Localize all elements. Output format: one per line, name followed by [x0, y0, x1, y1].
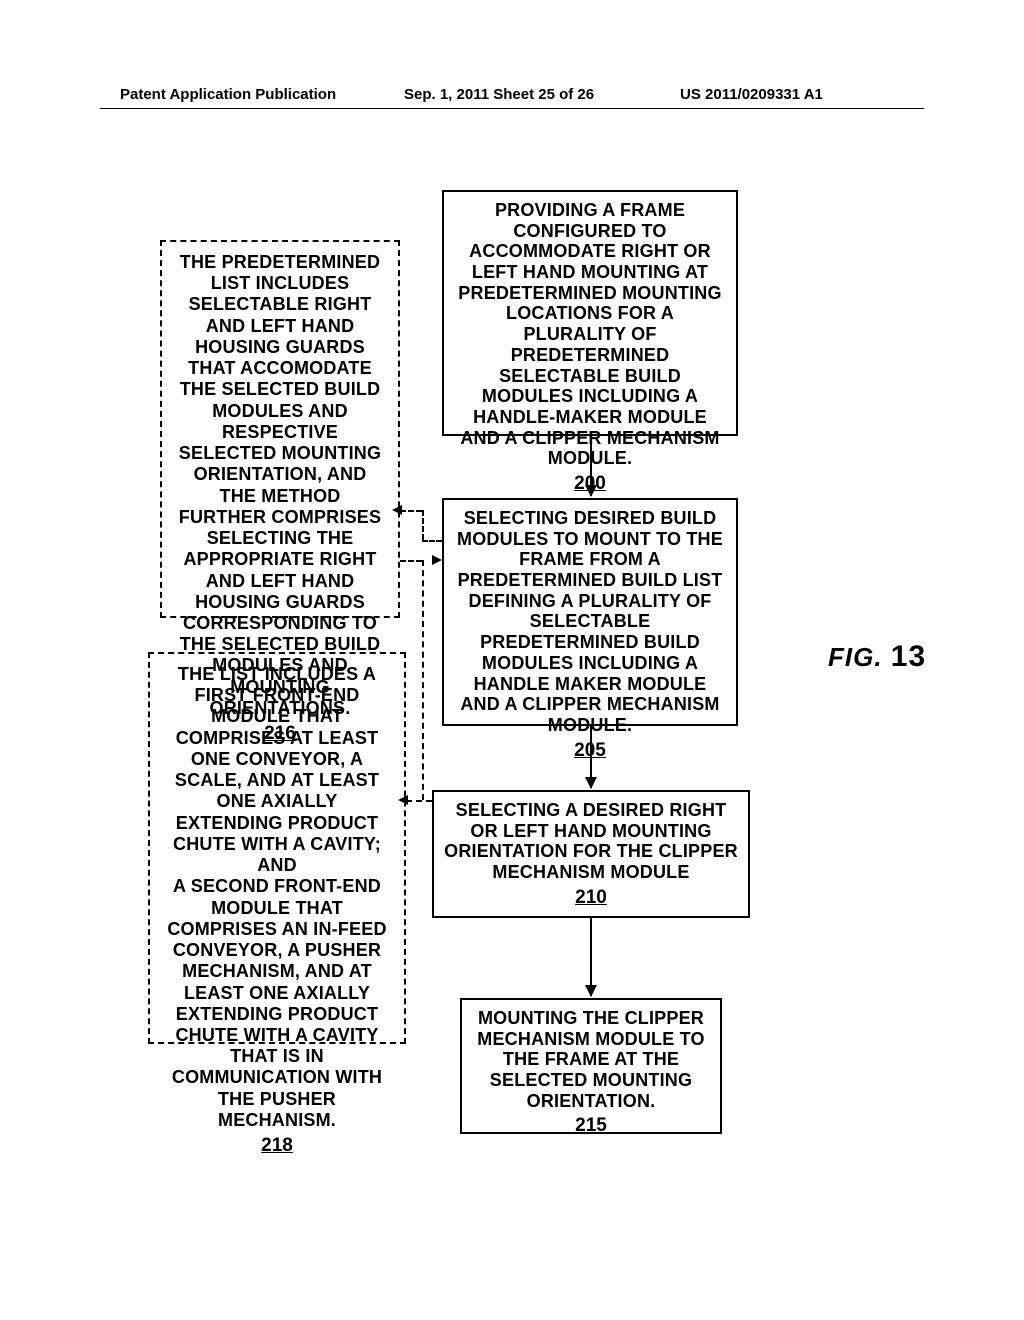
- dash-arrowhead-right-icon: [432, 555, 442, 565]
- flow-box-215-ref: 215: [472, 1115, 710, 1137]
- figure-label: FIG. 13: [828, 640, 926, 674]
- arrow-205-210: [590, 726, 592, 788]
- dash-conn-216-upper-h: [400, 510, 422, 512]
- dash-conn-216-lower-h: [400, 560, 422, 562]
- header-left: Patent Application Publication: [120, 86, 336, 103]
- flow-box-205: SELECTING DESIRED BUILD MODULES TO MOUNT…: [442, 498, 738, 726]
- flow-box-215: MOUNTING THE CLIPPER MECHANISM MODULE TO…: [460, 998, 722, 1134]
- dash-arrowhead-left2-icon: [398, 795, 408, 805]
- dash-conn-218-h: [406, 800, 432, 802]
- dash-arrowhead-left-icon: [392, 505, 402, 515]
- flow-box-200: PROVIDING A FRAME CONFIGURED TO ACCOMMOD…: [442, 190, 738, 436]
- header-center: Sep. 1, 2011 Sheet 25 of 26: [404, 86, 594, 103]
- figure-prefix: FIG.: [828, 642, 883, 672]
- arrow-200-205: [590, 436, 592, 496]
- header-rule: [100, 108, 924, 109]
- flow-box-210: SELECTING A DESIRED RIGHT OR LEFT HAND M…: [432, 790, 750, 918]
- side-box-218-text: THE LIST INCLUDES A FIRST FRONT-END MODU…: [162, 664, 392, 1131]
- flow-box-205-text: SELECTING DESIRED BUILD MODULES TO MOUNT…: [454, 508, 726, 736]
- flow-box-200-text: PROVIDING A FRAME CONFIGURED TO ACCOMMOD…: [454, 200, 726, 469]
- page: Patent Application Publication Sep. 1, 2…: [0, 0, 1024, 1320]
- side-box-218-ref: 218: [162, 1135, 392, 1157]
- header-right: US 2011/0209331 A1: [680, 86, 823, 103]
- side-box-218: THE LIST INCLUDES A FIRST FRONT-END MODU…: [148, 652, 406, 1044]
- dash-conn-216-lower-v: [422, 560, 424, 800]
- dash-conn-216-upper-v: [422, 510, 424, 540]
- dash-conn-216-upper-h2: [422, 540, 442, 542]
- flow-box-210-text: SELECTING A DESIRED RIGHT OR LEFT HAND M…: [444, 800, 738, 883]
- side-box-216-text: THE PREDETERMINED LIST INCLUDES SELECTAB…: [174, 252, 386, 719]
- flow-box-210-ref: 210: [444, 887, 738, 909]
- figure-number: 13: [891, 640, 926, 673]
- flow-box-215-text: MOUNTING THE CLIPPER MECHANISM MODULE TO…: [472, 1008, 710, 1111]
- side-box-216: THE PREDETERMINED LIST INCLUDES SELECTAB…: [160, 240, 400, 618]
- arrow-210-215: [590, 918, 592, 996]
